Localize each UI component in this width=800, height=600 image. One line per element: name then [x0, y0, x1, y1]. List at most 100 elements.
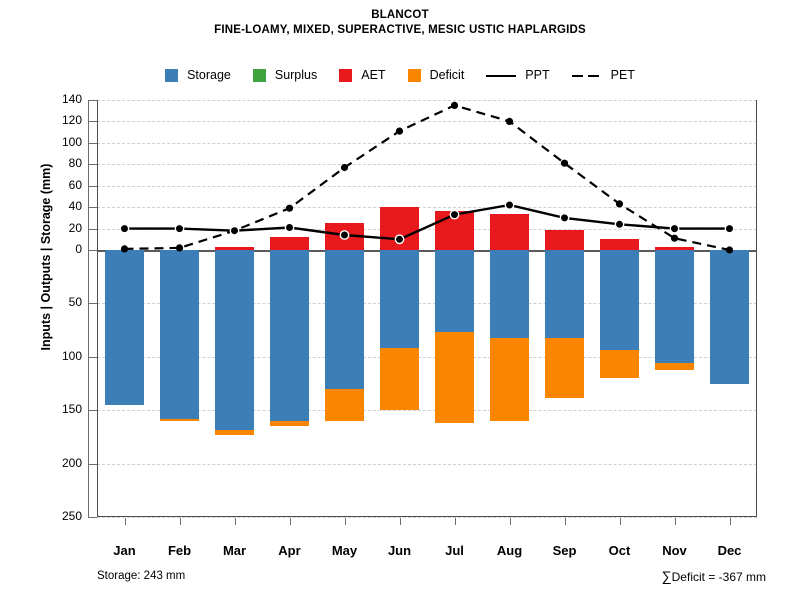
legend-item-storage[interactable]: Storage	[165, 68, 231, 82]
pet-line-marker	[285, 204, 294, 212]
bar-segment-storage	[270, 250, 309, 421]
bar-segment-aet	[600, 239, 639, 250]
bar-segment-storage	[490, 250, 529, 338]
bar-segment-deficit	[490, 337, 529, 421]
ppt-line-marker	[394, 234, 405, 245]
legend-item-deficit[interactable]: Deficit	[407, 68, 465, 82]
bar-segment-deficit	[545, 337, 584, 399]
gridline	[97, 142, 757, 144]
bar-segment-deficit	[325, 388, 364, 421]
gridline	[97, 517, 757, 518]
bar-segment-deficit	[270, 420, 309, 427]
x-tick-label-jun: Jun	[387, 543, 412, 558]
gridline	[97, 185, 757, 187]
bar-segment-deficit	[435, 332, 474, 423]
bar-segment-storage	[105, 250, 144, 405]
y-tick	[88, 517, 97, 518]
y-tick-label: 50	[68, 295, 82, 310]
legend-item-aet[interactable]: AET	[339, 68, 386, 82]
y-tick-label: 20	[68, 220, 82, 235]
pet-line-marker	[340, 163, 349, 172]
y-tick-label: 120	[61, 113, 82, 128]
plot-frame	[97, 100, 757, 517]
legend-item-pet[interactable]: PET	[571, 68, 635, 82]
y-tick	[88, 185, 97, 187]
y-axis-line	[88, 100, 89, 518]
ppt-line-marker	[614, 219, 625, 230]
y-tick-label: 60	[68, 177, 82, 192]
x-tick	[344, 518, 346, 525]
x-tick	[289, 518, 291, 525]
y-tick	[88, 250, 97, 251]
dash-segment	[571, 75, 583, 78]
x-tick	[124, 518, 126, 525]
chart-title-block: BLANCOT FINE-LOAMY, MIXED, SUPERACTIVE, …	[0, 8, 800, 38]
dash-segment	[587, 75, 599, 78]
pet-line-marker	[615, 200, 624, 208]
pet-line-marker	[725, 246, 734, 254]
x-tick-label-apr: Apr	[278, 543, 301, 558]
ppt-line-marker	[339, 230, 350, 240]
legend-item-ppt[interactable]: PPT	[486, 68, 550, 82]
gridline	[97, 207, 757, 209]
bar-segment-deficit	[215, 430, 254, 435]
bar-segment-storage	[215, 250, 254, 431]
pet-line-marker	[560, 159, 569, 167]
sigma-symbol: ∑	[661, 568, 672, 584]
legend-label: PPT	[525, 68, 550, 82]
y-tick-label: 140	[61, 92, 82, 106]
deficit-note-text: Deficit = -367 mm	[671, 570, 766, 584]
ppt-line-marker	[284, 222, 295, 233]
legend-swatch-icon	[252, 68, 266, 82]
y-tick	[88, 228, 97, 230]
legend-label: Deficit	[429, 68, 465, 82]
pet-line-marker	[505, 117, 514, 125]
legend-label: PET	[610, 68, 635, 82]
y-tick-label: 200	[61, 455, 82, 470]
y-tick-label: 250	[61, 509, 82, 523]
legend-swatch-icon	[407, 68, 421, 82]
x-tick-label-dec: Dec	[717, 543, 742, 558]
bar-segment-storage	[325, 250, 364, 389]
x-tick	[509, 518, 511, 525]
chart-legend: Storage Surplus AET Deficit PPT PET	[0, 68, 800, 82]
ppt-line-marker	[449, 209, 460, 220]
ppt-line-marker	[559, 213, 570, 223]
bar-segment-aet	[545, 229, 584, 250]
legend-item-surplus[interactable]: Surplus	[252, 68, 318, 82]
gridline	[97, 228, 757, 230]
bar-segment-aet	[270, 237, 309, 250]
legend-label: Storage	[187, 68, 231, 82]
bar-segment-deficit	[600, 350, 639, 379]
gridline	[97, 303, 757, 305]
x-tick-label-jan: Jan	[113, 543, 136, 558]
storage-note: Storage: 243 mm	[97, 570, 186, 582]
pet-line-marker	[670, 234, 679, 242]
y-tick	[88, 100, 97, 101]
bar-segment-aet	[490, 213, 529, 250]
pet-line-marker	[450, 101, 459, 109]
line-series-group	[119, 101, 735, 254]
deficit-note: ∑Deficit = -367 mm	[662, 568, 766, 584]
x-tick	[729, 518, 731, 525]
bar-segment-deficit	[160, 418, 199, 421]
bar-segment-storage	[545, 250, 584, 338]
x-tick-label-nov: Nov	[662, 543, 687, 558]
y-tick-label: 0	[75, 242, 82, 256]
bar-segment-storage	[710, 250, 749, 384]
y-tick-label: 40	[68, 199, 82, 214]
bar-segment-storage	[380, 250, 419, 349]
ppt-line-marker	[174, 223, 185, 234]
bar-segment-storage	[435, 250, 474, 333]
bar-segment-deficit	[380, 348, 419, 411]
ppt-line-marker	[119, 223, 130, 234]
x-tick-label-may: May	[331, 543, 358, 558]
x-tick-label-oct: Oct	[608, 543, 631, 558]
legend-label: Surplus	[274, 68, 318, 82]
gridline	[97, 100, 757, 101]
pet-line-path	[124, 104, 730, 252]
zero-line	[97, 250, 757, 252]
x-tick	[234, 518, 236, 525]
y-tick	[88, 142, 97, 144]
